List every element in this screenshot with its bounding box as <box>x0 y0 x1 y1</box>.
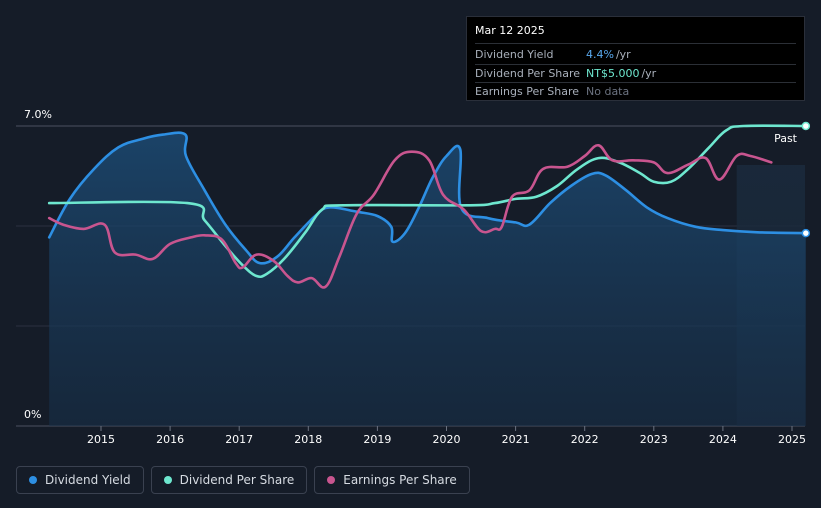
legend-item-earnings-per-share[interactable]: Earnings Per Share <box>314 466 470 494</box>
area-layer <box>49 132 806 427</box>
legend-label: Dividend Yield <box>45 473 131 487</box>
x-tick-label: 2022 <box>571 433 599 446</box>
legend-item-dividend-yield[interactable]: Dividend Yield <box>16 466 144 494</box>
legend-dot <box>29 476 37 484</box>
dividend-per-share-line <box>47 124 808 279</box>
x-tick-label: 2017 <box>225 433 253 446</box>
x-tick-label: 2020 <box>433 433 461 446</box>
legend: Dividend Yield Dividend Per Share Earnin… <box>16 466 470 494</box>
x-tick-label: 2018 <box>294 433 322 446</box>
tooltip-label: Earnings Per Share <box>475 85 580 99</box>
tooltip-unit: /yr <box>641 66 657 80</box>
x-tick-label: 2019 <box>363 433 391 446</box>
x-tick-label: 2025 <box>778 433 806 446</box>
legend-label: Earnings Per Share <box>343 473 457 487</box>
dividend-per-share-end-point <box>801 121 811 131</box>
y-label-max: 7.0% <box>24 108 52 121</box>
legend-dot <box>327 476 336 484</box>
y-label-min: 0% <box>24 408 41 421</box>
earnings-per-share-line <box>47 143 773 289</box>
legend-item-dividend-per-share[interactable]: Dividend Per Share <box>150 466 308 494</box>
y-axis: 7.0% 0% <box>24 108 52 421</box>
tooltip-row-dividend-yield: Dividend Yield 4.4% /yr <box>475 46 796 65</box>
x-tick-label: 2015 <box>87 433 115 446</box>
tooltip-row-earnings-per-share: Earnings Per Share No data <box>475 83 796 101</box>
past-label: Past <box>774 132 798 145</box>
x-tick-label: 2016 <box>156 433 184 446</box>
tooltip-value: No data <box>586 85 630 99</box>
x-axis: 2015 2016 2017 2018 2019 2020 2021 2022 2023 2024… <box>87 426 806 446</box>
legend-dot <box>163 476 172 484</box>
tooltip-value: NT$5.000 <box>586 66 640 80</box>
tooltip-label: Dividend Per Share <box>475 66 581 80</box>
dividend-yield-line <box>47 131 808 265</box>
legend-label: Dividend Per Share <box>179 473 295 487</box>
dividend-yield-end-point <box>801 228 811 238</box>
x-tick-label: 2023 <box>640 433 668 446</box>
tooltip: Mar 12 2025 Dividend Yield 4.4% /yr Divi… <box>466 16 805 101</box>
tooltip-value: 4.4% <box>586 48 614 62</box>
dividend-yield-area <box>49 132 806 427</box>
tooltip-label: Dividend Yield <box>475 48 554 62</box>
tooltip-date: Mar 12 2025 <box>475 24 796 44</box>
x-tick-label: 2021 <box>502 433 530 446</box>
x-tick-label: 2024 <box>709 433 737 446</box>
tooltip-row-dividend-per-share: Dividend Per Share NT$5.000 /yr <box>475 65 796 83</box>
tooltip-unit: /yr <box>615 48 631 62</box>
line-layer <box>47 121 811 289</box>
